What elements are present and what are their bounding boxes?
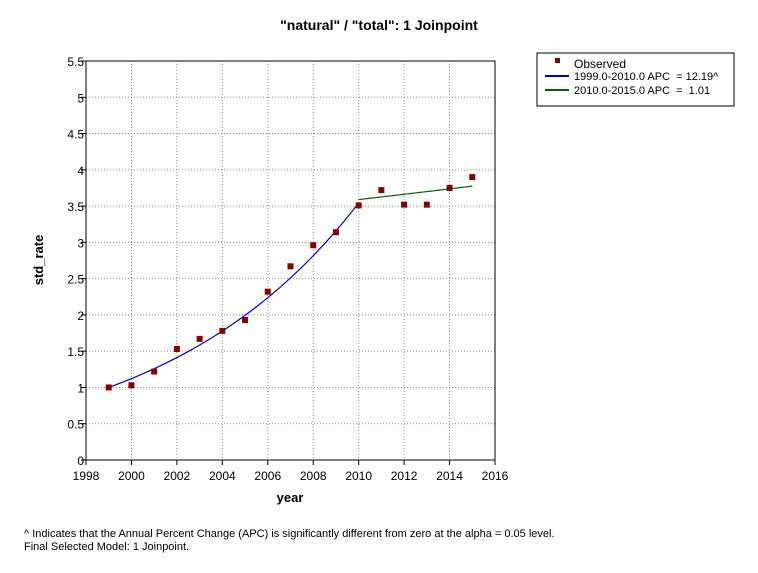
y-tick-label: 2: [77, 309, 84, 323]
y-tick-label: 5.5: [67, 55, 84, 69]
observed-point: [287, 263, 294, 270]
x-axis-label: year: [277, 490, 304, 505]
x-tick-label: 2006: [254, 469, 281, 483]
y-axis-label: std_rate: [31, 235, 46, 286]
grid: [86, 61, 495, 460]
legend-segment-1-label: 1999.0-2010.0 APC = 12.19^: [574, 71, 719, 83]
observed-point: [264, 288, 271, 295]
observed-point: [355, 202, 362, 209]
observed-point: [378, 187, 385, 194]
x-tick-label: 2002: [164, 469, 191, 483]
x-tick-label: 2004: [209, 469, 236, 483]
x-tick-label: 2010: [345, 469, 372, 483]
fitted-segments: [108, 185, 473, 389]
observed-point: [423, 201, 430, 208]
y-axis: 0 0.5 1 1.5 2 2.5 3 3.5 4 4.5 5 5.5: [67, 55, 86, 468]
observed-point: [105, 384, 112, 391]
y-tick-label: 1: [77, 381, 84, 395]
legend-box: [536, 52, 735, 107]
observed-point: [151, 368, 158, 375]
x-axis: 1998 2000 2002 2004 2006 2008 2010 2012 2014 2016: [73, 460, 509, 483]
footnote-model: Final Selected Model: 1 Joinpoint.: [24, 541, 190, 553]
fit-segment-1: [108, 202, 360, 389]
observed-point: [446, 184, 453, 191]
observed-point: [332, 229, 339, 236]
y-tick-label: 4.5: [67, 128, 84, 142]
y-tick-label: 0: [77, 454, 84, 468]
x-tick-label: 2016: [482, 469, 509, 483]
plot-frame: [85, 60, 496, 461]
y-tick-label: 5: [77, 91, 84, 105]
y-tick-label: 0.5: [67, 418, 84, 432]
x-tick-label: 2014: [436, 469, 463, 483]
y-tick-label: 1.5: [67, 345, 84, 359]
legend-observed-marker: [555, 58, 560, 63]
observed-point: [128, 382, 135, 389]
x-tick-label: 2008: [300, 469, 327, 483]
chart-title: "natural" / "total": 1 Joinpoint: [280, 17, 478, 33]
observed-point: [196, 335, 203, 342]
footnote-apc: ^ Indicates that the Annual Percent Chan…: [24, 528, 555, 540]
observed-point: [219, 327, 226, 334]
observed-points: [105, 174, 476, 391]
y-tick-label: 2.5: [67, 273, 84, 287]
y-tick-label: 4: [77, 164, 84, 178]
y-tick-label: 3.5: [67, 200, 84, 214]
observed-point: [173, 346, 180, 353]
observed-point: [401, 201, 408, 208]
observed-point: [469, 174, 476, 181]
fit-segment-2: [358, 185, 473, 201]
x-tick-label: 2012: [391, 469, 418, 483]
legend-observed-label: Observed: [574, 57, 626, 71]
x-tick-label: 2000: [118, 469, 145, 483]
legend-segment-2-label: 2010.0-2015.0 APC = 1.01: [574, 85, 710, 97]
observed-point: [310, 242, 317, 249]
x-tick-label: 1998: [73, 469, 100, 483]
observed-point: [242, 316, 249, 323]
y-tick-label: 3: [77, 236, 84, 250]
